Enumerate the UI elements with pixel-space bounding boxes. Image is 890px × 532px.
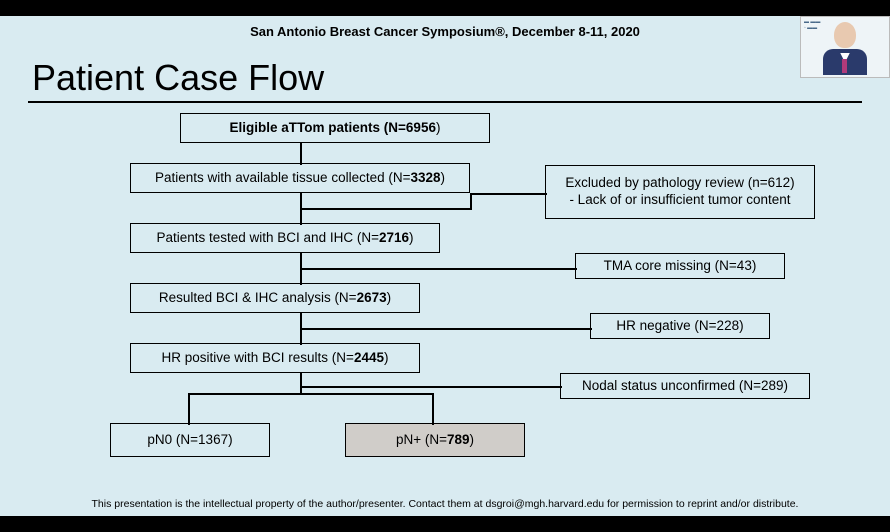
flow-connector [188, 393, 434, 395]
footer-text: This presentation is the intellectual pr… [0, 498, 890, 510]
symposium-header: San Antonio Breast Cancer Symposium®, De… [0, 16, 890, 39]
flow-node-tested: Patients tested with BCI and IHC (N=2716… [130, 223, 440, 253]
flow-node-tissue: Patients with available tissue collected… [130, 163, 470, 193]
presenter-webcam: ▬ ▬▬◦ ▬▬ [800, 16, 890, 78]
flow-node-tma: TMA core missing (N=43) [575, 253, 785, 279]
flow-node-nodal: Nodal status unconfirmed (N=289) [560, 373, 810, 399]
flow-node-eligible: Eligible aTTom patients (N=6956) [180, 113, 490, 143]
flow-connector [188, 393, 190, 425]
flow-connector [300, 208, 472, 210]
flow-connector [432, 393, 434, 425]
flow-connector [300, 328, 592, 330]
flow-node-pn0: pN0 (N=1367) [110, 423, 270, 457]
patient-flow-chart: Eligible aTTom patients (N=6956) Patients… [0, 103, 890, 473]
flow-node-hrpos: HR positive with BCI results (N=2445) [130, 343, 420, 373]
flow-connector [470, 193, 472, 210]
slide: San Antonio Breast Cancer Symposium®, De… [0, 16, 890, 516]
flow-connector [300, 268, 577, 270]
webcam-badge: ▬ ▬▬◦ ▬▬ [804, 20, 820, 31]
flow-node-pnplus: pN+ (N=789) [345, 423, 525, 457]
flow-node-hrneg: HR negative (N=228) [590, 313, 770, 339]
flow-connector [300, 143, 302, 165]
flow-connector [470, 193, 547, 195]
flow-connector [300, 386, 562, 388]
flow-node-resulted: Resulted BCI & IHC analysis (N=2673) [130, 283, 420, 313]
flow-node-excluded: Excluded by pathology review (n=612)- La… [545, 165, 815, 219]
flow-connector [300, 373, 302, 395]
page-title: Patient Case Flow [32, 57, 890, 99]
presenter-silhouette [820, 20, 870, 75]
